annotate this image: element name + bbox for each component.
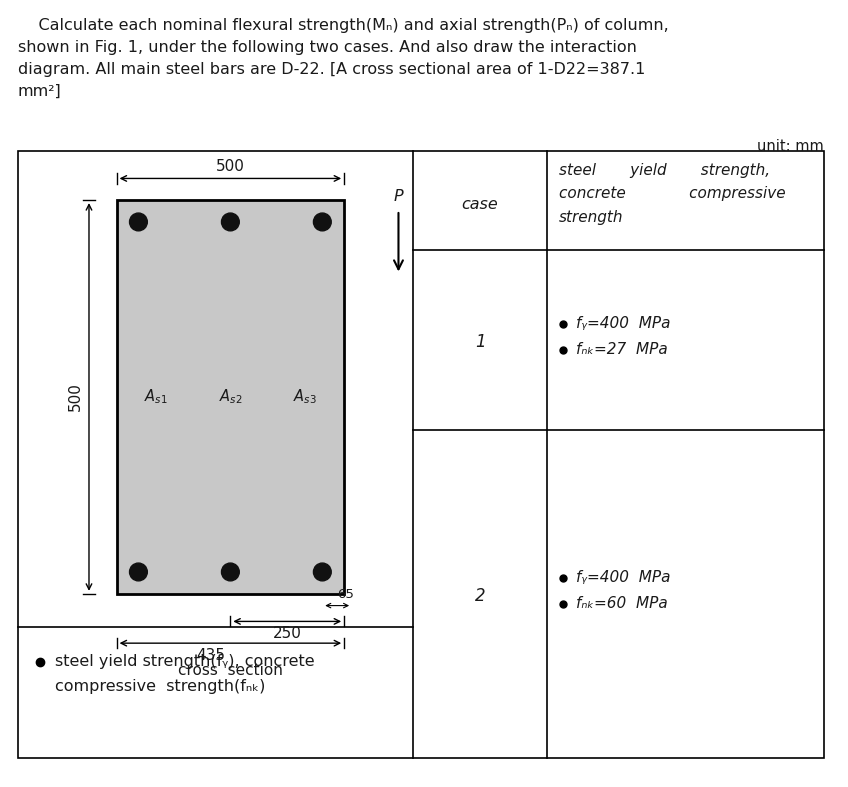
Text: fᵧ=400  MPa: fᵧ=400 MPa bbox=[577, 571, 671, 586]
Bar bbox=[18, 151, 823, 758]
Text: $A_{s3}$: $A_{s3}$ bbox=[293, 388, 316, 406]
Bar bbox=[117, 200, 344, 593]
Circle shape bbox=[130, 213, 148, 231]
Text: fᵧ=400  MPa: fᵧ=400 MPa bbox=[577, 316, 671, 331]
Text: fₙₖ=27  MPa: fₙₖ=27 MPa bbox=[577, 342, 668, 357]
Circle shape bbox=[314, 563, 332, 581]
Text: $A_{s2}$: $A_{s2}$ bbox=[219, 388, 243, 406]
Text: diagram. All main steel bars are D-22. [A cross sectional area of 1-D22=387.1: diagram. All main steel bars are D-22. [… bbox=[18, 61, 645, 77]
Text: fₙₖ=60  MPa: fₙₖ=60 MPa bbox=[577, 596, 668, 611]
Circle shape bbox=[130, 563, 148, 581]
Text: $A_{s1}$: $A_{s1}$ bbox=[144, 388, 168, 406]
Text: mm²]: mm²] bbox=[18, 83, 62, 98]
Text: case: case bbox=[461, 197, 499, 212]
Text: compressive  strength(fₙₖ): compressive strength(fₙₖ) bbox=[55, 679, 265, 694]
Text: concrete             compressive: concrete compressive bbox=[559, 187, 785, 201]
Circle shape bbox=[221, 213, 239, 231]
Text: P: P bbox=[393, 189, 404, 204]
Text: unit: mm: unit: mm bbox=[757, 139, 823, 154]
Text: shown in Fig. 1, under the following two cases. And also draw the interaction: shown in Fig. 1, under the following two… bbox=[18, 40, 637, 55]
Text: steel yield strength(fᵧ), concrete: steel yield strength(fᵧ), concrete bbox=[55, 655, 315, 670]
Text: steel       yield       strength,: steel yield strength, bbox=[559, 163, 770, 178]
Text: 250: 250 bbox=[273, 626, 302, 641]
Text: strength: strength bbox=[559, 210, 623, 225]
Text: 500: 500 bbox=[216, 160, 245, 175]
Text: cross  section: cross section bbox=[178, 663, 283, 678]
Text: 500: 500 bbox=[68, 382, 83, 412]
Circle shape bbox=[221, 563, 239, 581]
Circle shape bbox=[314, 213, 332, 231]
Text: 1: 1 bbox=[475, 333, 485, 350]
Text: 2: 2 bbox=[475, 586, 485, 604]
Text: 435: 435 bbox=[196, 648, 225, 663]
Text: Calculate each nominal flexural strength(Mₙ) and axial strength(Pₙ) of column,: Calculate each nominal flexural strength… bbox=[18, 18, 668, 33]
Text: 65: 65 bbox=[337, 588, 354, 600]
